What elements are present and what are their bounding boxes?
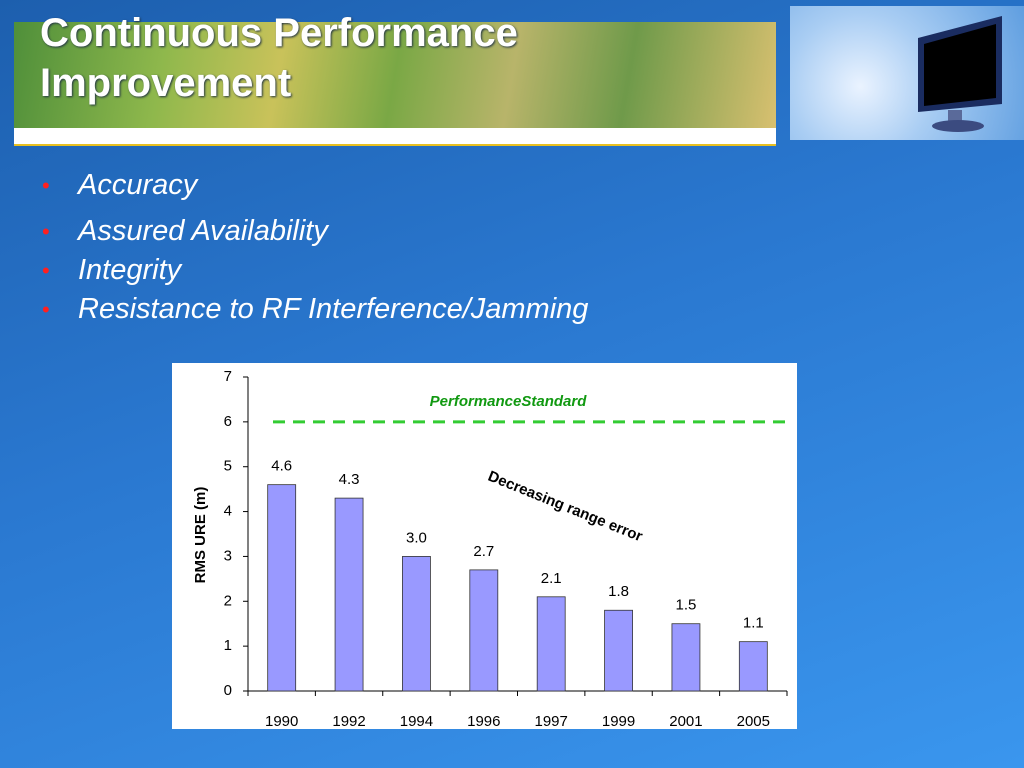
- banner-strip: [14, 128, 776, 146]
- y-tick-label: 1: [224, 637, 232, 654]
- y-tick-label: 3: [224, 547, 232, 564]
- value-label: 4.6: [271, 458, 292, 475]
- value-label: 3.0: [406, 529, 427, 546]
- value-label: 1.1: [743, 615, 764, 632]
- x-tick-label: 1996: [467, 713, 500, 730]
- x-tick-label: 1990: [265, 713, 298, 730]
- x-tick-label: 2001: [669, 713, 702, 730]
- bar: [267, 484, 297, 692]
- bar: [536, 596, 566, 692]
- bar: [671, 623, 701, 692]
- globe-image: [790, 6, 1024, 140]
- y-tick-label: 5: [224, 458, 232, 475]
- y-axis-label: RMS URE (m): [192, 487, 209, 584]
- bullet-list: Accuracy Assured Availability Integrity …: [42, 166, 588, 329]
- value-label: 1.5: [676, 597, 697, 614]
- x-tick-label: 2005: [737, 713, 770, 730]
- x-tick-label: 1994: [400, 713, 433, 730]
- value-label: 2.1: [541, 570, 562, 587]
- bullet: Integrity: [42, 251, 588, 290]
- bar: [402, 556, 431, 692]
- y-tick-label: 2: [224, 592, 232, 609]
- x-tick-label: 1992: [332, 713, 365, 730]
- x-tick-label: 1999: [602, 713, 635, 730]
- y-tick-label: 6: [224, 413, 232, 430]
- x-tick-label: 1997: [535, 713, 568, 730]
- value-label: 4.3: [339, 471, 360, 488]
- reference-label: PerformanceStandard: [430, 393, 588, 410]
- bar: [604, 609, 633, 692]
- title-banner: [14, 22, 776, 128]
- bar: [738, 641, 768, 692]
- slide-title: Continuous Performance Improvement: [40, 11, 518, 105]
- monitor-icon: [918, 16, 1002, 132]
- bullet: Assured Availability: [42, 212, 588, 251]
- bullet: Accuracy: [42, 166, 588, 212]
- y-tick-label: 0: [224, 682, 232, 699]
- bullet: Resistance to RF Interference/Jamming: [42, 290, 588, 329]
- y-tick-label: 4: [224, 503, 232, 520]
- value-label: 2.7: [473, 543, 494, 560]
- value-label: 1.8: [608, 583, 629, 600]
- bar: [469, 569, 499, 692]
- bar: [334, 497, 364, 692]
- y-tick-label: 7: [224, 368, 232, 385]
